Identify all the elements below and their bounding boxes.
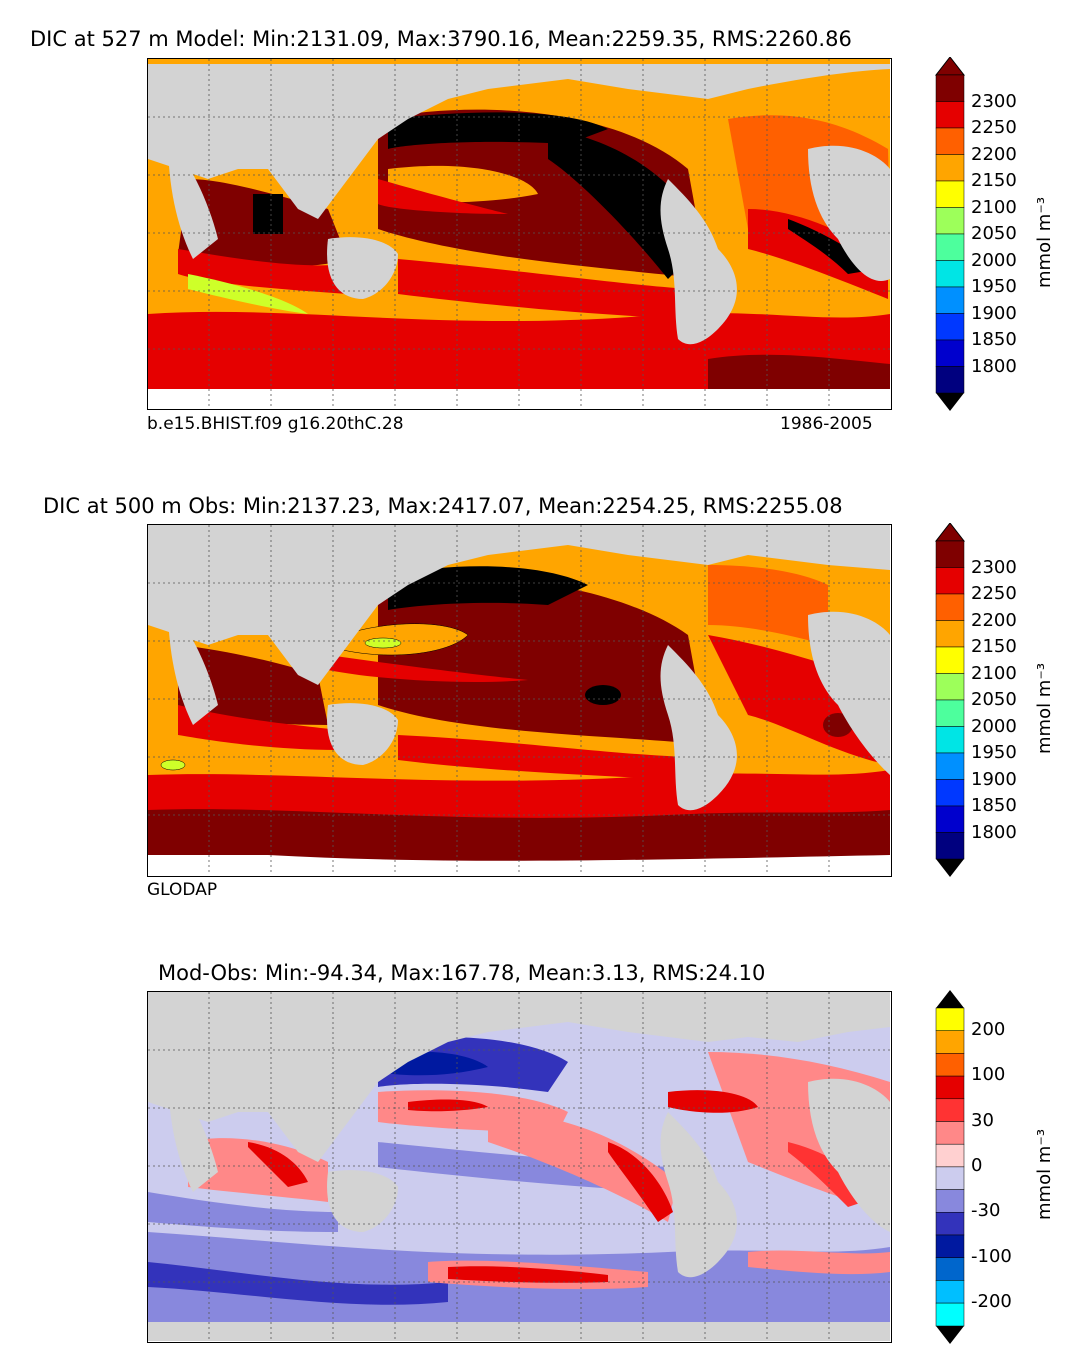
diff-tick: -30 <box>971 1200 1001 1221</box>
obs-map <box>147 524 892 877</box>
obs-tick: 2050 <box>971 689 1017 710</box>
model-tick: 2100 <box>971 197 1017 218</box>
obs-colorbar-unit: mmol m⁻³ <box>1034 662 1055 754</box>
obs-tick: 2150 <box>971 636 1017 657</box>
model-colorbar-bands <box>935 74 965 394</box>
obs-tick: 2000 <box>971 716 1017 737</box>
diff-panel-title: Mod-Obs: Min:-94.34, Max:167.78, Mean:3.… <box>158 961 766 985</box>
obs-tick: 1950 <box>971 742 1017 763</box>
diff-tick: 0 <box>971 1155 983 1176</box>
diff-colorbar <box>935 990 965 1344</box>
model-tick: 2300 <box>971 91 1017 112</box>
obs-caption-left: GLODAP <box>147 880 218 900</box>
diff-tick: 30 <box>971 1110 994 1131</box>
diff-tick: 200 <box>971 1019 1006 1040</box>
model-caption-right: 1986-2005 <box>780 414 873 434</box>
model-map <box>147 58 892 410</box>
obs-tick: 1800 <box>971 822 1017 843</box>
model-panel-title: DIC at 527 m Model: Min:2131.09, Max:379… <box>30 27 852 51</box>
diff-tick: -100 <box>971 1246 1012 1267</box>
model-tick: 1800 <box>971 356 1017 377</box>
obs-tick: 2300 <box>971 557 1017 578</box>
diff-tick: -200 <box>971 1291 1012 1312</box>
diff-colorbar-unit: mmol m⁻³ <box>1034 1128 1055 1220</box>
model-tick: 2150 <box>971 170 1017 191</box>
obs-panel-title: DIC at 500 m Obs: Min:2137.23, Max:2417.… <box>43 494 843 518</box>
model-tick: 2000 <box>971 250 1017 271</box>
model-tick: 2050 <box>971 223 1017 244</box>
obs-colorbar <box>934 523 966 877</box>
diff-map-svg <box>148 992 890 1341</box>
model-tick: 2200 <box>971 144 1017 165</box>
model-colorbar-unit: mmol m⁻³ <box>1034 196 1055 288</box>
model-tick: 1950 <box>971 276 1017 297</box>
model-colorbar <box>934 57 966 411</box>
obs-tick: 1850 <box>971 795 1017 816</box>
model-map-svg <box>148 59 890 408</box>
obs-tick: 1900 <box>971 769 1017 790</box>
model-tick: 2250 <box>971 117 1017 138</box>
obs-map-svg <box>148 525 890 875</box>
obs-tick: 2200 <box>971 610 1017 631</box>
obs-tick: 2250 <box>971 583 1017 604</box>
diff-tick: 100 <box>971 1064 1006 1085</box>
diff-map <box>147 991 892 1343</box>
obs-tick: 2100 <box>971 663 1017 684</box>
model-caption-left: b.e15.BHIST.f09 g16.20thC.28 <box>147 414 404 434</box>
model-tick: 1900 <box>971 303 1017 324</box>
model-tick: 1850 <box>971 329 1017 350</box>
